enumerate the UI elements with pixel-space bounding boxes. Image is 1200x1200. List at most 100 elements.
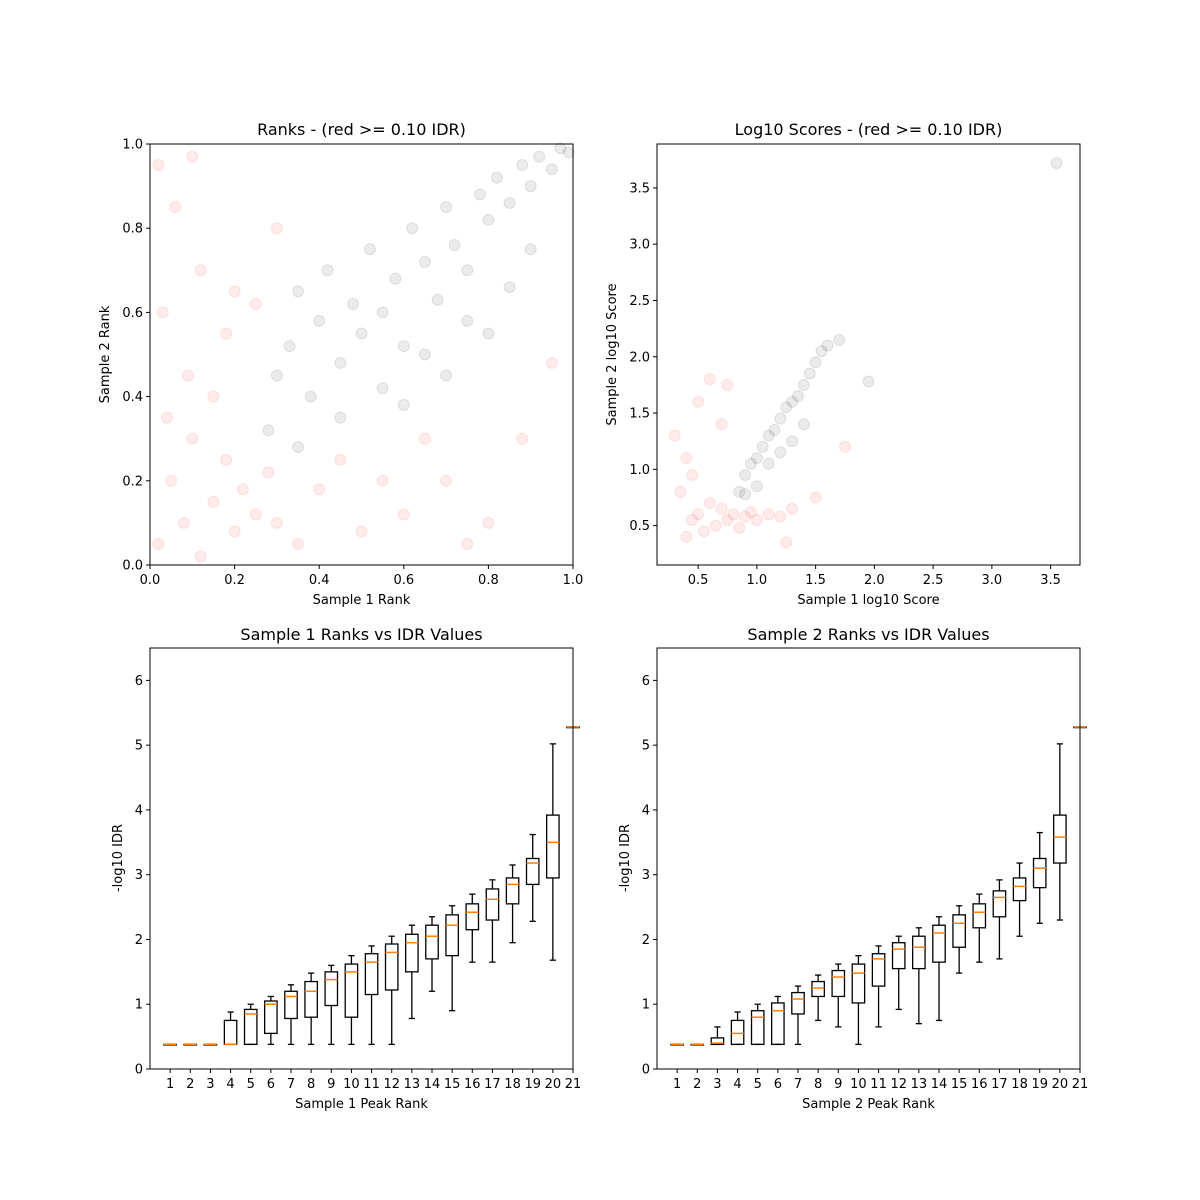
s1-idr-box — [304, 972, 318, 1046]
ranks-point — [418, 432, 431, 445]
s1-idr-xtick-label: 21 — [565, 1077, 582, 1092]
ranks-point — [207, 390, 220, 403]
box-body — [485, 888, 500, 921]
ranks-point — [524, 180, 537, 193]
scores-point — [686, 513, 699, 526]
scores-xtick-label: 3.5 — [1040, 573, 1061, 588]
s2-idr-xtick-label: 19 — [1031, 1077, 1048, 1092]
box-body — [730, 1019, 745, 1046]
s1-idr-xtick-label: 2 — [186, 1077, 194, 1092]
ranks-point — [313, 314, 326, 327]
s1-idr-box — [465, 893, 480, 963]
s2-idr-xtick-label: 20 — [1052, 1077, 1069, 1092]
s2-idr-xtick-label: 16 — [971, 1077, 988, 1092]
ranks-ytick-label: 1.0 — [122, 138, 143, 153]
ranks-point — [283, 340, 296, 353]
ranks-point — [334, 411, 347, 424]
box-body — [932, 924, 946, 963]
s2-idr-box — [1012, 862, 1027, 937]
box-body — [710, 1037, 725, 1046]
ranks-point — [182, 369, 195, 382]
s1-idr-ytick-label: 4 — [135, 803, 143, 818]
s1-idr-xtick-label: 20 — [545, 1077, 562, 1092]
s1-idr-box — [485, 879, 500, 963]
ranks-point — [482, 516, 495, 529]
ranks-title: Ranks - (red >= 0.10 IDR) — [257, 120, 466, 139]
ranks-point — [177, 516, 190, 529]
s1-idr-xtick-label: 19 — [524, 1077, 541, 1092]
ranks-ytick-label: 0.2 — [122, 474, 143, 489]
ranks-point — [220, 327, 233, 340]
s1-idr-xtick-label: 13 — [404, 1077, 421, 1092]
s1-idr-box — [183, 1043, 198, 1046]
ranks-point — [406, 222, 419, 235]
ranks-point — [482, 213, 495, 226]
scores-point — [756, 440, 769, 453]
s2-idr-xtick-label: 8 — [814, 1077, 822, 1092]
s2-idr-box — [690, 1043, 705, 1046]
scores-point — [674, 485, 687, 498]
s1-idr-box — [163, 1043, 177, 1046]
ranks-point — [482, 327, 495, 340]
scores-point — [792, 390, 804, 403]
s2-idr-box — [730, 1011, 745, 1046]
scores-xtick-label: 1.0 — [747, 573, 768, 588]
scores-point — [680, 452, 693, 465]
s1-idr-frame — [149, 647, 574, 1070]
s1-idr-box — [264, 995, 278, 1046]
scores-point — [703, 373, 716, 386]
box-body — [405, 933, 419, 973]
ranks-point — [194, 550, 207, 563]
ranks-point — [461, 537, 474, 550]
scores-point — [692, 508, 705, 521]
s2-idr-xtick-label: 5 — [754, 1077, 762, 1092]
ranks-ytick-label: 0.6 — [122, 306, 143, 321]
s1-idr-box — [324, 964, 339, 1046]
box-body — [972, 903, 987, 929]
ranks-point — [270, 516, 283, 529]
scores-point — [686, 468, 699, 481]
s2-idr-xtick-label: 21 — [1072, 1077, 1089, 1092]
scores-point — [733, 521, 746, 534]
ranks-point — [516, 159, 529, 172]
scores-point — [809, 491, 822, 504]
scores-point — [774, 412, 787, 425]
scores-point — [762, 508, 775, 521]
box-body — [831, 969, 846, 998]
ranks-point — [503, 196, 516, 209]
scores-point — [833, 333, 846, 346]
ranks-scatter-panel: Ranks - (red >= 0.10 IDR) 0.00.20.40.60.… — [98, 120, 583, 608]
sample2-idr-boxes — [670, 726, 1087, 1046]
scores-point — [786, 435, 799, 448]
ranks-point — [304, 390, 317, 403]
box-body — [871, 953, 886, 987]
ranks-point — [516, 432, 529, 445]
scores-point — [745, 506, 757, 519]
ranks-point — [440, 474, 453, 487]
s1-idr-xtick-label: 4 — [226, 1077, 234, 1092]
ranks-point — [292, 441, 305, 454]
s1-idr-box — [546, 743, 560, 961]
s1-idr-ytick-label: 0 — [135, 1063, 143, 1078]
scores-point — [780, 536, 793, 549]
ranks-ytick-label: 0.4 — [122, 390, 143, 405]
scores-xtick-label: 1.5 — [805, 573, 826, 588]
ranks-frame — [149, 143, 574, 566]
ranks-point — [448, 239, 461, 252]
scores-point — [1050, 157, 1063, 170]
ranks-point — [554, 142, 567, 155]
scores-xtick-label: 2.5 — [923, 573, 944, 588]
box-body — [1053, 814, 1067, 864]
s2-idr-ytick-label: 2 — [642, 933, 650, 948]
ranks-point — [207, 495, 220, 508]
sample2-idr-title: Sample 2 Ranks vs IDR Values — [747, 625, 989, 644]
scores-xtick-label: 2.0 — [864, 573, 885, 588]
box-body — [384, 943, 399, 991]
s2-idr-box — [710, 1026, 725, 1046]
ranks-point — [334, 356, 347, 369]
s2-idr-box — [750, 1003, 765, 1046]
s1-idr-xtick-label: 12 — [383, 1077, 400, 1092]
s1-idr-xtick-label: 1 — [166, 1077, 174, 1092]
